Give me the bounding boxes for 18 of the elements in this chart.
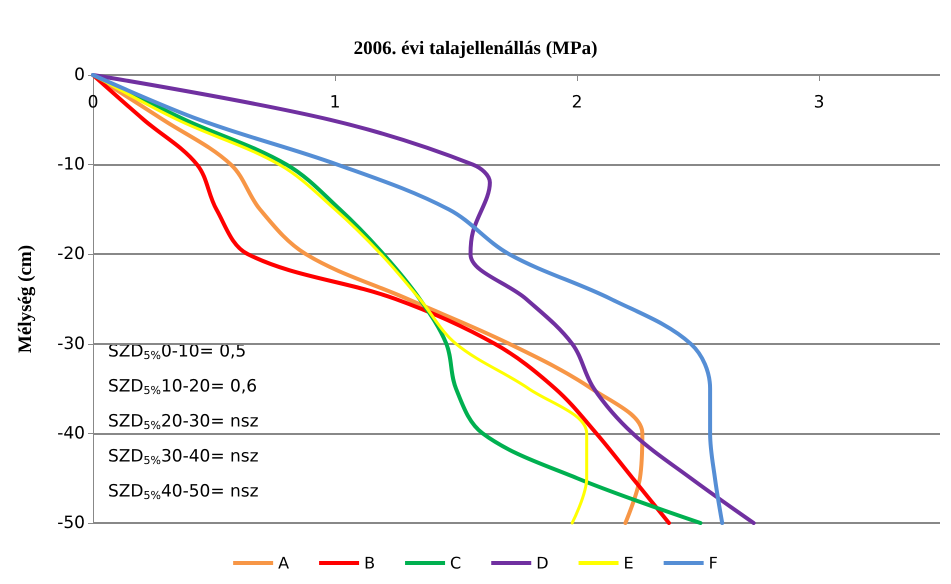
legend-label: D (536, 554, 549, 572)
chart-title: 2006. évi talajellenállás (MPa) (354, 38, 598, 59)
y-tick-label: -10 (57, 154, 85, 175)
y-axis-title: Mélység (cm) (15, 244, 36, 354)
legend-label: B (364, 554, 376, 572)
y-tick-label: -30 (57, 334, 85, 354)
y-tick-label: -50 (57, 513, 85, 533)
legend-label: F (708, 554, 718, 572)
x-tick-label: 1 (330, 92, 340, 112)
y-tick-label: -20 (57, 244, 85, 264)
x-tick-label: 2 (572, 92, 582, 112)
legend-label: A (278, 554, 290, 572)
x-tick-label: 0 (88, 92, 98, 112)
y-tick-label: 0 (74, 65, 85, 85)
y-tick-label: -40 (57, 423, 85, 444)
x-tick-label: 3 (814, 92, 824, 112)
legend-label: E (624, 554, 634, 572)
legend-label: C (450, 554, 462, 572)
